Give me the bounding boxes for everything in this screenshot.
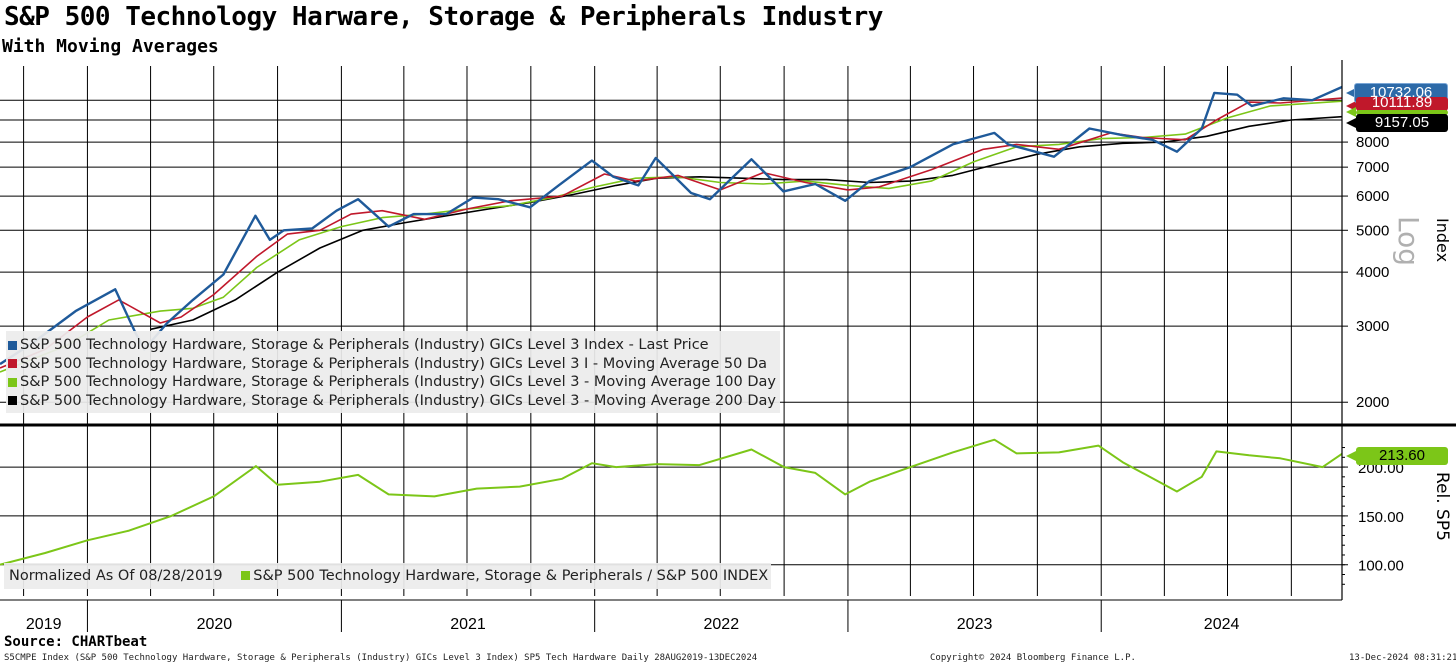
badge-ma200: 9157.05 [1356,114,1448,132]
x-tick-label: 2022 [704,616,740,633]
bottom-legend-note: Normalized As Of 08/28/2019 [9,568,223,584]
series-line-last-price [0,85,1343,366]
bottom-legend: Normalized As Of 08/28/2019 S&P 500 Tech… [4,563,771,589]
y-tick-label: 150.00 [1358,509,1404,526]
chart-title: S&P 500 Technology Harware, Storage & Pe… [4,2,883,32]
top-legend: S&P 500 Technology Hardware, Storage & P… [6,331,780,413]
legend-item-ma100: S&P 500 Technology Hardware, Storage & P… [8,373,780,392]
y-tick-label: 6000 [1356,188,1389,205]
badge-pointer [1346,107,1356,117]
x-tick-label: 2023 [957,616,993,633]
legend-swatch-ma200 [8,396,17,406]
x-tick-label: 2019 [26,616,62,633]
series-line-ma200 [150,115,1343,331]
legend-label-relative: S&P 500 Technology Hardware, Storage & P… [253,568,769,584]
series-line-relative [0,438,1343,566]
bottom-axis-title: Rel. SP5 [1432,472,1452,541]
log-scale-label: Log [1392,216,1425,267]
legend-swatch-ma50 [8,359,17,369]
badge-ma50: 10111.89 [1356,95,1448,111]
legend-label-ma200: S&P 500 Technology Hardware, Storage & P… [20,392,776,409]
y-tick-label: 2000 [1356,394,1389,411]
x-tick-label: 2020 [197,616,233,633]
x-tick-label: 2021 [450,616,486,633]
legend-swatch-price [8,340,17,350]
series-layer [0,85,1343,566]
y-tick-label: 5000 [1356,222,1389,239]
footer-right: 13-Dec-2024 08:31:21 [1349,653,1456,663]
legend-label-ma100: S&P 500 Technology Hardware, Storage & P… [20,374,776,391]
axis-layer: 2000 3000 4000 5000 6000 7000 8000 100.00 150.00… [0,60,1456,633]
legend-swatch-relative [241,571,251,580]
legend-item-ma200: S&P 500 Technology Hardware, Storage & P… [8,392,780,411]
legend-item-price: S&P 500 Technology Hardware, Storage & P… [8,336,780,355]
legend-label-price: S&P 500 Technology Hardware, Storage & P… [20,337,709,354]
legend-item-ma50: S&P 500 Technology Hardware, Storage & P… [8,355,780,374]
badge-pointer [1346,118,1356,128]
chart-subtitle: With Moving Averages [2,36,219,57]
source-note: Source: CHARTbeat [4,634,148,650]
legend-swatch-ma100 [8,377,17,387]
top-axis-title: Index [1433,218,1452,263]
y-tick-label: 100.00 [1358,558,1404,575]
badge-pointer [1346,451,1356,461]
badge-relative: 213.60 [1356,447,1448,465]
legend-label-ma50: S&P 500 Technology Hardware, Storage & P… [20,355,768,372]
x-tick-label: 2024 [1204,616,1240,633]
footer-left: S5CMPE Index (S&P 500 Technology Hardwar… [4,653,758,663]
y-tick-label: 8000 [1356,134,1389,151]
y-tick-label: 4000 [1356,264,1389,281]
footer-center: Copyright© 2024 Bloomberg Finance L.P. [930,653,1136,663]
y-tick-label: 3000 [1356,318,1389,335]
badge-ma100 [1356,110,1448,115]
y-tick-label: 7000 [1356,159,1389,176]
badge-pointer [1346,88,1356,98]
